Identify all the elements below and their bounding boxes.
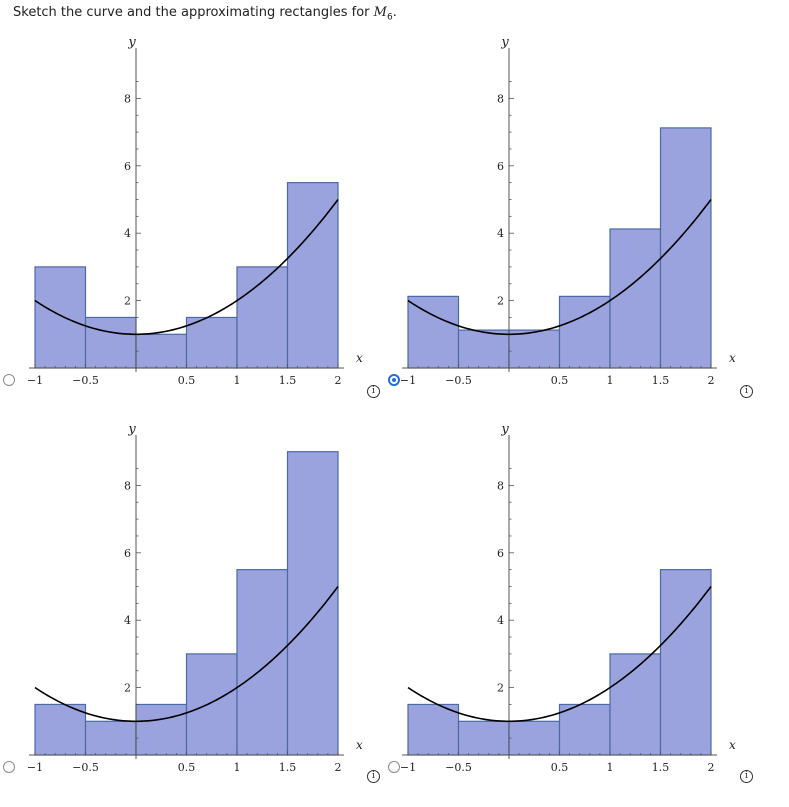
x-tick-label: 2	[335, 761, 342, 774]
y-tick-label: 8	[497, 92, 504, 105]
x-tick-label: −1	[400, 761, 416, 774]
x-tick-label: 0.5	[551, 761, 569, 774]
x-tick-label: 1	[607, 761, 614, 774]
x-tick-label: 2	[708, 374, 715, 387]
bar-2	[84, 720, 137, 756]
x-tick-label: 2	[708, 761, 715, 774]
x-tick-label: 2	[335, 374, 342, 387]
bar-5	[609, 653, 662, 756]
curve-line	[407, 199, 712, 336]
bar-1	[407, 295, 460, 369]
bar-1	[34, 266, 87, 369]
x-tick-label: 0.5	[178, 374, 196, 387]
bar-6	[286, 182, 339, 369]
option-4-radio[interactable]	[388, 761, 400, 773]
bar-5	[609, 228, 662, 369]
y-axis-label: y	[500, 422, 509, 437]
y-tick-label: 6	[124, 547, 131, 560]
prompt-symbol: M	[373, 5, 387, 20]
option-4-info-icon[interactable]: i	[740, 770, 753, 783]
bar-5	[236, 266, 289, 369]
y-tick-label: 6	[497, 547, 504, 560]
x-tick-label: 0.5	[178, 761, 196, 774]
y-tick-label: 4	[124, 614, 131, 627]
x-tick-label: 1.5	[279, 374, 297, 387]
option-2-graph: −1 −0.5 0.5 1 1.5 2 2 4 6 8 x y	[373, 30, 745, 420]
curve-line	[34, 199, 339, 336]
bar-2	[84, 316, 137, 369]
bar-4	[558, 295, 611, 369]
x-tick-label: 1.5	[652, 374, 670, 387]
x-tick-label: 1	[607, 374, 614, 387]
option-1-graph: −1 −0.5 0.5 1 1.5 2 2 4 6 8 x y	[0, 30, 372, 420]
bar-2	[457, 329, 510, 369]
option-3-radio[interactable]	[3, 761, 15, 773]
bar-1	[407, 703, 460, 756]
option-4-chart-svg: −1 −0.5 0.5 1 1.5 2 2 4 6 8 x y	[400, 422, 736, 774]
y-tick-label: 2	[124, 295, 131, 308]
option-4-graph: −1 −0.5 0.5 1 1.5 2 2 4 6 8 x y	[373, 417, 745, 807]
bar-1	[34, 703, 87, 756]
prompt-subscript: 6	[386, 12, 393, 23]
x-axis-label: x	[356, 738, 363, 752]
x-axis-label: x	[356, 351, 363, 365]
y-tick-label: 8	[124, 479, 131, 492]
x-tick-label: −0.5	[445, 761, 472, 774]
bar-2	[457, 720, 510, 756]
option-3-chart-svg: −1 −0.5 0.5 1 1.5 2 2 4 6 8 x y	[27, 422, 363, 774]
x-tick-label: 1	[234, 761, 241, 774]
bar-3	[135, 333, 188, 369]
bar-6	[659, 569, 712, 756]
y-tick-label: 2	[124, 682, 131, 695]
y-tick-label: 8	[497, 479, 504, 492]
y-axis-label: y	[500, 35, 509, 50]
x-tick-label: 1	[234, 374, 241, 387]
option-2-info-icon[interactable]: i	[740, 385, 753, 398]
bar-3	[508, 329, 561, 369]
option-3-graph: −1 −0.5 0.5 1 1.5 2 2 4 6 8 x y	[0, 417, 372, 807]
x-tick-label: 1.5	[652, 761, 670, 774]
bar-6	[286, 451, 339, 756]
bar-3	[508, 720, 561, 756]
y-tick-label: 2	[497, 295, 504, 308]
y-tick-label: 2	[497, 682, 504, 695]
option-1-chart-svg: −1 −0.5 0.5 1 1.5 2 2 4 6 8 x y	[27, 35, 363, 387]
x-tick-label: 0.5	[551, 374, 569, 387]
option-3-info-icon[interactable]: i	[367, 770, 380, 783]
y-axis-label: y	[127, 35, 136, 50]
y-tick-label: 4	[497, 227, 504, 240]
x-tick-label: −0.5	[72, 374, 99, 387]
bar-5	[236, 569, 289, 756]
x-tick-label: −0.5	[445, 374, 472, 387]
x-axis-label: x	[729, 351, 736, 365]
prompt-text: Sketch the curve and the approximating r…	[13, 5, 370, 20]
x-tick-label: −1	[27, 761, 43, 774]
question-prompt: Sketch the curve and the approximating r…	[13, 5, 397, 23]
option-2-radio[interactable]	[388, 374, 400, 386]
x-tick-label: −1	[27, 374, 43, 387]
y-tick-label: 8	[124, 92, 131, 105]
option-1-info-icon[interactable]: i	[367, 385, 380, 398]
x-axis-label: x	[729, 738, 736, 752]
curve-line	[407, 586, 712, 723]
x-tick-label: 1.5	[279, 761, 297, 774]
bar-3	[135, 703, 188, 756]
curve-line	[34, 586, 339, 723]
y-tick-label: 6	[497, 160, 504, 173]
bar-4	[185, 653, 238, 756]
y-tick-label: 4	[124, 227, 131, 240]
y-axis-label: y	[127, 422, 136, 437]
bar-4	[185, 316, 238, 369]
y-tick-label: 4	[497, 614, 504, 627]
x-tick-label: −1	[400, 374, 416, 387]
prompt-end: .	[392, 5, 397, 20]
x-tick-label: −0.5	[72, 761, 99, 774]
option-2-chart-svg: −1 −0.5 0.5 1 1.5 2 2 4 6 8 x y	[400, 35, 736, 387]
bar-4	[558, 703, 611, 756]
y-tick-label: 6	[124, 160, 131, 173]
option-1-radio[interactable]	[3, 374, 15, 386]
bar-6	[659, 127, 712, 369]
